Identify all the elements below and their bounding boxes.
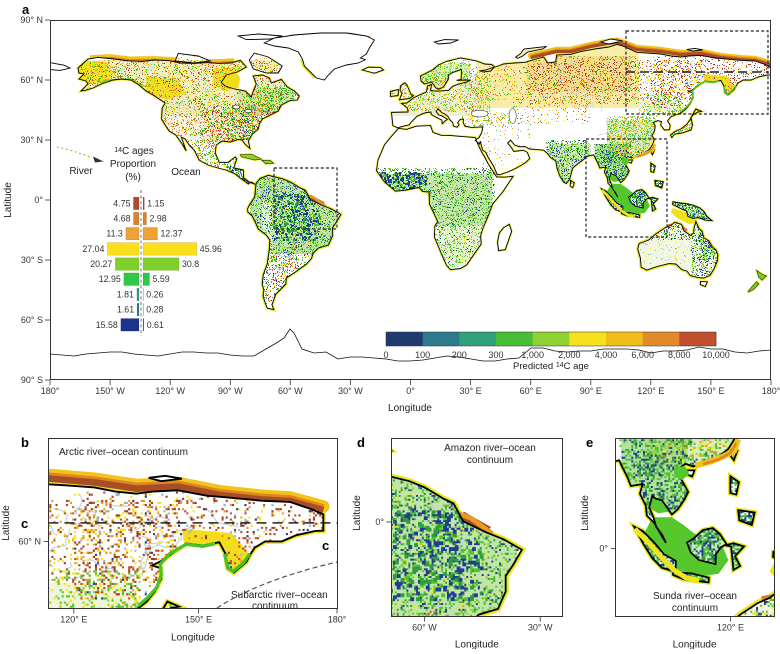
svg-text:Sunda river–ocean: Sunda river–ocean bbox=[653, 591, 737, 602]
svg-text:0: 0 bbox=[383, 350, 388, 360]
svg-text:100: 100 bbox=[415, 350, 430, 360]
svg-text:River: River bbox=[69, 166, 93, 177]
svg-text:150° E: 150° E bbox=[185, 615, 212, 625]
svg-text:150° W: 150° W bbox=[95, 386, 125, 396]
svg-text:90° S: 90° S bbox=[21, 375, 43, 385]
svg-text:continuum: continuum bbox=[467, 455, 513, 466]
svg-text:30° W: 30° W bbox=[528, 623, 553, 633]
svg-text:(%): (%) bbox=[125, 172, 141, 183]
svg-text:0.26: 0.26 bbox=[146, 289, 163, 299]
svg-text:120° E: 120° E bbox=[60, 615, 87, 625]
svg-text:a: a bbox=[22, 2, 30, 17]
svg-text:200: 200 bbox=[452, 350, 467, 360]
svg-text:Latitude: Latitude bbox=[3, 182, 14, 218]
svg-text:continuum: continuum bbox=[672, 603, 718, 614]
svg-text:30° S: 30° S bbox=[21, 255, 43, 265]
svg-text:90° E: 90° E bbox=[580, 386, 602, 396]
svg-text:continuum: continuum bbox=[252, 601, 298, 612]
svg-text:120° E: 120° E bbox=[637, 386, 664, 396]
svg-text:Proportion: Proportion bbox=[110, 159, 156, 170]
svg-text:30° W: 30° W bbox=[338, 386, 363, 396]
svg-text:c: c bbox=[21, 516, 28, 531]
svg-text:b: b bbox=[21, 435, 29, 450]
svg-text:60° N: 60° N bbox=[20, 75, 43, 85]
svg-text:Longitude: Longitude bbox=[171, 633, 215, 644]
svg-text:300: 300 bbox=[488, 350, 503, 360]
svg-text:60° E: 60° E bbox=[520, 386, 542, 396]
svg-text:Longitude: Longitude bbox=[455, 640, 499, 650]
svg-text:120° E: 120° E bbox=[717, 623, 744, 633]
svg-text:5.59: 5.59 bbox=[153, 274, 170, 284]
svg-text:180°: 180° bbox=[328, 615, 347, 625]
svg-text:Latitude: Latitude bbox=[580, 495, 591, 531]
svg-text:0.61: 0.61 bbox=[147, 320, 164, 330]
svg-text:10,000: 10,000 bbox=[702, 350, 730, 360]
svg-text:30.8: 30.8 bbox=[182, 259, 199, 269]
svg-text:c: c bbox=[322, 538, 329, 553]
svg-text:27.04: 27.04 bbox=[82, 244, 104, 254]
svg-text:60° W: 60° W bbox=[412, 623, 437, 633]
svg-text:90° W: 90° W bbox=[218, 386, 243, 396]
svg-text:120° W: 120° W bbox=[155, 386, 185, 396]
svg-text:15.58: 15.58 bbox=[96, 320, 118, 330]
svg-text:4,000: 4,000 bbox=[595, 350, 618, 360]
svg-text:d: d bbox=[357, 435, 365, 450]
svg-text:1,000: 1,000 bbox=[521, 350, 544, 360]
svg-text:0°: 0° bbox=[406, 386, 415, 396]
svg-text:6,000: 6,000 bbox=[631, 350, 654, 360]
svg-text:Latitude: Latitude bbox=[1, 505, 12, 541]
svg-text:180°: 180° bbox=[762, 386, 780, 396]
svg-text:0°: 0° bbox=[599, 543, 608, 553]
svg-text:20.27: 20.27 bbox=[90, 259, 112, 269]
svg-text:60° W: 60° W bbox=[278, 386, 303, 396]
svg-text:0°: 0° bbox=[34, 195, 43, 205]
svg-text:12.95: 12.95 bbox=[99, 274, 121, 284]
svg-text:4.75: 4.75 bbox=[113, 198, 130, 208]
svg-text:Predicted 14C age: Predicted 14C age bbox=[513, 361, 589, 372]
svg-text:e: e bbox=[586, 435, 593, 450]
svg-text:1.61: 1.61 bbox=[117, 305, 134, 315]
svg-text:1.81: 1.81 bbox=[117, 289, 134, 299]
svg-text:0°: 0° bbox=[375, 517, 384, 527]
svg-text:30° N: 30° N bbox=[20, 135, 43, 145]
svg-text:Ocean: Ocean bbox=[171, 167, 200, 178]
svg-text:Amazon river–ocean: Amazon river–ocean bbox=[444, 443, 536, 454]
svg-text:Latitude: Latitude bbox=[352, 495, 363, 531]
svg-text:45.96: 45.96 bbox=[200, 244, 222, 254]
svg-text:1.15: 1.15 bbox=[147, 198, 164, 208]
svg-text:Longitude: Longitude bbox=[388, 403, 432, 414]
svg-text:30° E: 30° E bbox=[460, 386, 482, 396]
svg-text:60° N: 60° N bbox=[18, 536, 41, 546]
svg-text:2.98: 2.98 bbox=[150, 214, 167, 224]
svg-text:0.28: 0.28 bbox=[146, 305, 163, 315]
svg-text:8,000: 8,000 bbox=[668, 350, 691, 360]
svg-text:60° S: 60° S bbox=[21, 315, 43, 325]
svg-text:4.68: 4.68 bbox=[113, 214, 130, 224]
svg-text:12.37: 12.37 bbox=[161, 229, 183, 239]
svg-text:150° E: 150° E bbox=[697, 386, 724, 396]
svg-text:2,000: 2,000 bbox=[558, 350, 581, 360]
svg-text:11.3: 11.3 bbox=[106, 229, 123, 239]
svg-text:Arctic river–ocean continuum: Arctic river–ocean continuum bbox=[59, 447, 188, 458]
svg-text:180°: 180° bbox=[41, 386, 60, 396]
svg-text:Longitude: Longitude bbox=[673, 640, 717, 650]
